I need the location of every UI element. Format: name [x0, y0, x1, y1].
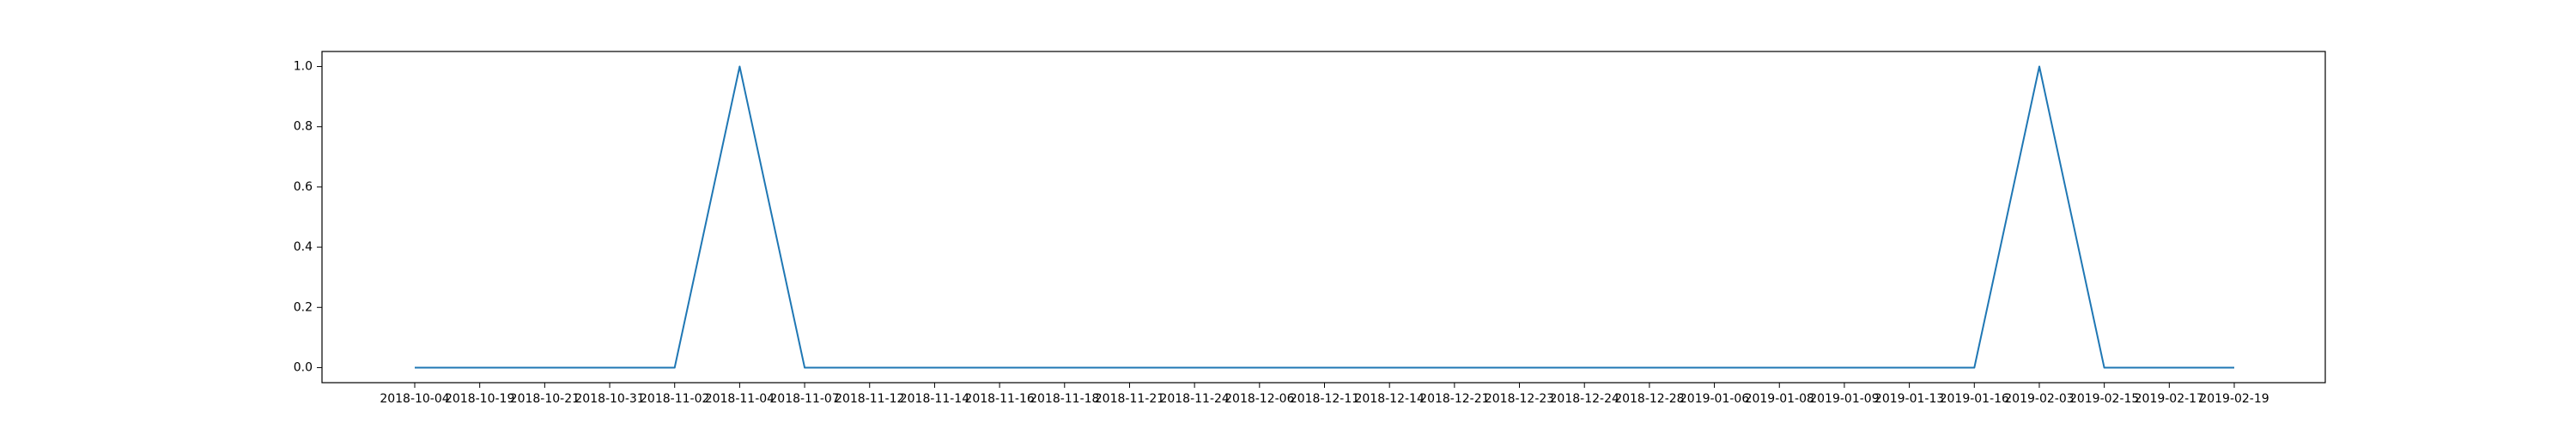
plot-frame: [321, 51, 2326, 384]
x-tick-label: 2018-12-11: [1290, 392, 1359, 406]
x-tick-label: 2019-01-16: [1940, 392, 2009, 406]
y-tick-label: 0.6: [294, 180, 313, 194]
x-tick-label: 2019-01-06: [1680, 392, 1749, 406]
y-tick-label: 0.4: [294, 240, 313, 254]
x-tick-label: 2018-11-04: [705, 392, 775, 406]
x-tick-label: 2019-02-15: [2069, 392, 2139, 406]
x-tick-label: 2018-12-06: [1224, 392, 1294, 406]
series-line: [415, 65, 2234, 369]
x-tick-label: 2018-12-21: [1419, 392, 1489, 406]
x-tick-label: 2018-10-04: [380, 392, 449, 406]
x-tick-label: 2018-11-24: [1159, 392, 1229, 406]
x-tick-label: 2019-01-08: [1745, 392, 1814, 406]
x-tick-label: 2019-01-09: [1809, 392, 1879, 406]
x-tick-label: 2018-11-12: [835, 392, 904, 406]
x-tick-label: 2018-10-31: [574, 392, 644, 406]
y-tick-label: 0.8: [294, 120, 313, 134]
x-tick-label: 2018-11-16: [964, 392, 1034, 406]
x-tick-label: 2018-12-14: [1354, 392, 1424, 406]
x-tick-label: 2018-12-24: [1550, 392, 1619, 406]
x-tick-label: 2019-02-19: [2199, 392, 2269, 406]
x-tick-label: 2018-10-19: [445, 392, 514, 406]
x-tick-label: 2019-02-03: [2004, 392, 2074, 406]
series-layer: [415, 65, 2234, 369]
y-tick-label: 0.0: [294, 360, 313, 374]
y-axis: 0.0 0.2 0.4 0.6 0.8 1.0: [294, 60, 322, 374]
x-tick-label: 2018-11-14: [900, 392, 969, 406]
y-tick-label: 0.2: [294, 300, 313, 314]
y-tick-label: 1.0: [294, 60, 313, 74]
x-tick-label: 2018-11-07: [769, 392, 839, 406]
x-tick-label: 2018-11-21: [1095, 392, 1164, 406]
x-tick-label: 2018-11-02: [640, 392, 709, 406]
x-tick-label: 2019-01-13: [1874, 392, 1944, 406]
x-tick-label: 2018-12-23: [1485, 392, 1554, 406]
x-tick-label: 2018-11-18: [1030, 392, 1099, 406]
x-tick-label: 2018-12-28: [1614, 392, 1684, 406]
x-axis: 2018-10-042018-10-192018-10-212018-10-31…: [380, 383, 2269, 406]
x-tick-label: 2018-10-21: [510, 392, 580, 406]
x-tick-label: 2019-02-17: [2135, 392, 2204, 406]
